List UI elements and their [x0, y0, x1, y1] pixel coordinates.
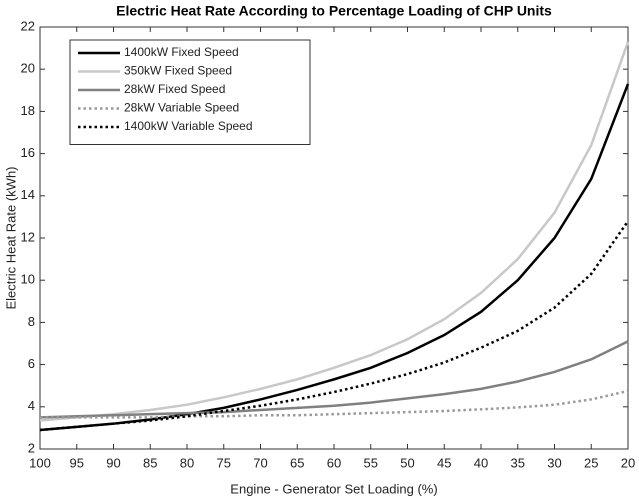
y-tick-label: 8: [28, 314, 35, 329]
x-tick-label: 85: [143, 455, 157, 470]
y-tick-label: 18: [21, 103, 35, 118]
series-line: [39, 220, 630, 432]
legend-label: 1400kW Variable Speed: [124, 119, 253, 133]
y-tick-label: 22: [21, 18, 35, 33]
legend-label: 28kW Variable Speed: [124, 101, 239, 115]
y-tick-label: 20: [21, 61, 35, 76]
y-tick-label: 16: [21, 145, 35, 160]
legend-label: 350kW Fixed Speed: [124, 64, 232, 78]
x-tick-label: 70: [253, 455, 267, 470]
x-tick-label: 50: [400, 455, 414, 470]
x-tick-label: 45: [437, 455, 451, 470]
y-tick-label: 10: [21, 272, 35, 287]
x-tick-label: 20: [621, 455, 635, 470]
legend-box: [69, 39, 311, 145]
y-tick-label: 4: [28, 398, 35, 413]
x-tick-label: 75: [217, 455, 231, 470]
y-tick-label: 14: [21, 187, 35, 202]
series-line: [39, 83, 630, 432]
x-tick-label: 25: [584, 455, 598, 470]
y-axis-label: Electric Heat Rate (kWh): [3, 166, 18, 309]
series-line: [39, 340, 629, 419]
legend-label: 1400kW Fixed Speed: [124, 45, 239, 59]
x-tick-label: 80: [180, 455, 194, 470]
x-tick-label: 100: [29, 455, 51, 470]
x-tick-label: 30: [547, 455, 561, 470]
x-axis-label: Engine - Generator Set Loading (%): [230, 481, 437, 496]
legend-label: 28kW Fixed Speed: [124, 82, 225, 96]
x-tick-label: 95: [70, 455, 84, 470]
y-tick-label: 6: [28, 356, 35, 371]
y-tick-label: 2: [28, 440, 35, 455]
chart-title: Electric Heat Rate According to Percenta…: [116, 3, 552, 19]
x-tick-label: 65: [290, 455, 304, 470]
x-tick-label: 35: [511, 455, 525, 470]
x-tick-label: 55: [364, 455, 378, 470]
series-line: [39, 41, 630, 422]
x-tick-label: 40: [474, 455, 488, 470]
x-tick-label: 90: [106, 455, 120, 470]
x-tick-label: 60: [327, 455, 341, 470]
y-tick-label: 12: [21, 229, 35, 244]
series-line: [40, 389, 629, 419]
